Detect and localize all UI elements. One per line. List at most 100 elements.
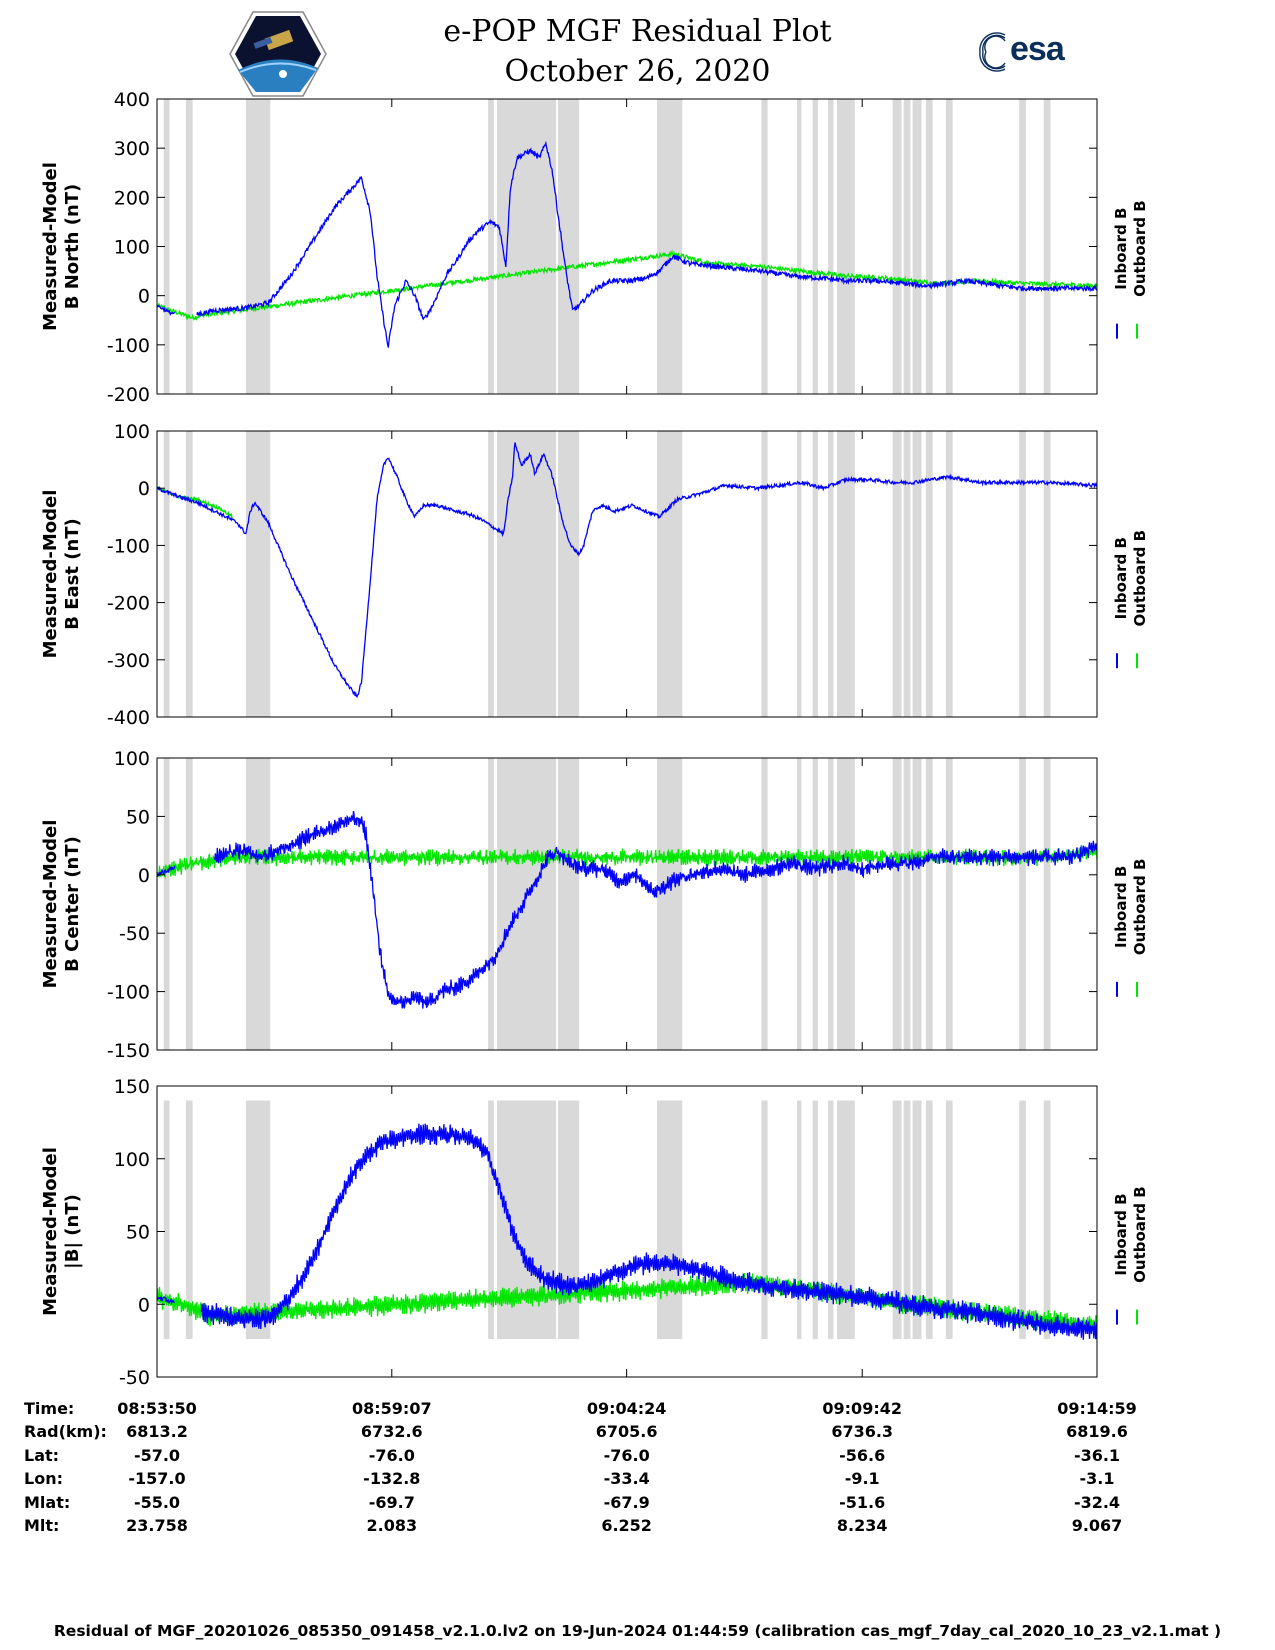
data-gap-3-4 — [488, 758, 494, 1050]
ytick-label-1-6: 300 — [114, 138, 150, 160]
table-cell: 23.758 — [126, 1516, 188, 1535]
data-gap-4-3 — [245, 1100, 271, 1340]
ytick-label-3-3: -50 — [119, 923, 150, 945]
ytick-label-1-5: 200 — [114, 187, 150, 209]
ytick-label-2-6: 100 — [114, 421, 150, 443]
ylabel-1: Measured-ModelB North (nT) — [40, 162, 83, 331]
data-gap-1-13 — [892, 99, 902, 394]
table-cell: -157.0 — [128, 1469, 186, 1488]
table-cell: 09:14:59 — [1057, 1399, 1137, 1418]
data-gap-2-16 — [925, 431, 933, 717]
ytick-label-1-1: -200 — [107, 384, 150, 406]
data-gap-3-15 — [912, 758, 922, 1050]
ytick-label-2-3: -200 — [107, 593, 150, 615]
table-row-label: Mlt: — [24, 1516, 60, 1535]
data-gap-1-15 — [912, 99, 922, 394]
data-gap-2-10 — [812, 431, 818, 717]
ytick-label-4-5: 150 — [114, 1076, 150, 1098]
table-cell: -76.0 — [603, 1446, 650, 1465]
ytick-label-4-4: 100 — [114, 1149, 150, 1171]
data-gap-4-11 — [828, 1100, 834, 1340]
data-gap-3-6 — [557, 758, 580, 1050]
table-cell: 9.067 — [1071, 1516, 1123, 1535]
legend-inboard-1: Inboard B — [1112, 208, 1130, 290]
data-gap-3-5 — [497, 758, 557, 1050]
data-gap-3-7 — [657, 758, 683, 1050]
legend-outboard-3: Outboard B — [1131, 859, 1149, 956]
ytick-label-4-3: 50 — [126, 1222, 150, 1244]
data-gap-1-17 — [945, 99, 953, 394]
data-gap-2-3 — [245, 431, 271, 717]
table-cell: -76.0 — [368, 1446, 415, 1465]
esa-wordmark: esa — [1010, 30, 1065, 68]
data-gap-2-6 — [557, 431, 580, 717]
ytick-label-3-1: -150 — [107, 1040, 150, 1062]
data-gap-3-8 — [761, 758, 768, 1050]
table-row-label: Lat: — [24, 1446, 60, 1465]
plot-frame-2 — [156, 430, 1098, 718]
ytick-label-3-4: 0 — [138, 865, 150, 887]
legend-outboard-2: Outboard B — [1131, 530, 1149, 627]
data-gap-1-6 — [557, 99, 580, 394]
ytick-label-2-5: 0 — [138, 478, 150, 500]
cassiope-logo — [229, 11, 327, 97]
data-gap-2-11 — [828, 431, 834, 717]
data-gap-1-1 — [163, 99, 170, 394]
data-gap-4-14 — [903, 1100, 911, 1340]
inboard-start-4 — [156, 1295, 175, 1306]
data-gap-2-2 — [185, 431, 193, 717]
plot-date: October 26, 2020 — [504, 54, 771, 89]
table-cell: 8.234 — [836, 1516, 888, 1535]
data-gap-4-18 — [1019, 1100, 1026, 1340]
data-gap-1-5 — [497, 99, 557, 394]
data-gap-2-12 — [837, 431, 855, 717]
data-gap-1-9 — [797, 99, 802, 394]
data-gap-2-1 — [163, 431, 170, 717]
data-gap-4-16 — [925, 1100, 933, 1340]
data-gap-3-19 — [1043, 758, 1051, 1050]
data-gap-3-11 — [828, 758, 834, 1050]
ytick-label-4-1: -50 — [119, 1367, 150, 1389]
data-gap-4-9 — [797, 1100, 802, 1340]
outboard-trace-2 — [156, 485, 233, 519]
table-cell: 08:59:07 — [352, 1399, 432, 1418]
data-gap-4-2 — [185, 1100, 193, 1340]
table-cell: -55.0 — [133, 1493, 181, 1512]
data-gap-4-10 — [812, 1100, 818, 1340]
legend-outboard-4: Outboard B — [1131, 1186, 1149, 1283]
legend-inboard-2: Inboard B — [1112, 537, 1130, 619]
data-gap-3-13 — [892, 758, 902, 1050]
data-gap-3-14 — [903, 758, 911, 1050]
table-cell: -36.1 — [1073, 1446, 1121, 1465]
table-cell: 6736.3 — [831, 1422, 894, 1441]
legend-inboard-3: Inboard B — [1112, 866, 1130, 948]
data-gap-1-2 — [185, 99, 193, 394]
data-gap-1-18 — [1019, 99, 1026, 394]
data-gap-1-12 — [837, 99, 855, 394]
table-cell: 09:04:24 — [586, 1399, 667, 1418]
plot-frame-3 — [156, 757, 1098, 1051]
data-gap-3-16 — [925, 758, 933, 1050]
ylabel-4: Measured-Model|B| (nT) — [40, 1147, 83, 1316]
data-gap-1-11 — [828, 99, 834, 394]
data-gap-2-14 — [903, 431, 911, 717]
data-gap-3-10 — [812, 758, 818, 1050]
table-cell: -33.4 — [603, 1469, 650, 1488]
table-cell: 09:09:42 — [822, 1399, 902, 1418]
table-cell: -56.6 — [839, 1446, 886, 1465]
esa-logo — [979, 32, 1006, 72]
ytick-label-1-3: 0 — [138, 286, 150, 308]
data-gap-3-3 — [245, 758, 271, 1050]
data-gap-4-13 — [892, 1100, 902, 1340]
table-cell: -3.1 — [1079, 1469, 1115, 1488]
plot-frame-1 — [156, 98, 1098, 395]
data-gap-4-4 — [488, 1100, 494, 1340]
ylabel-3: Measured-ModelB Center (nT) — [40, 820, 83, 989]
data-gap-3-12 — [837, 758, 855, 1050]
ylabel-2: Measured-ModelB East (nT) — [40, 490, 83, 659]
table-cell: -132.8 — [363, 1469, 421, 1488]
footer-caption: Residual of MGF_20201026_085350_091458_v… — [53, 1622, 1222, 1640]
plot-title: e-POP MGF Residual Plot — [443, 14, 832, 49]
table-cell: 08:53:50 — [117, 1399, 197, 1418]
